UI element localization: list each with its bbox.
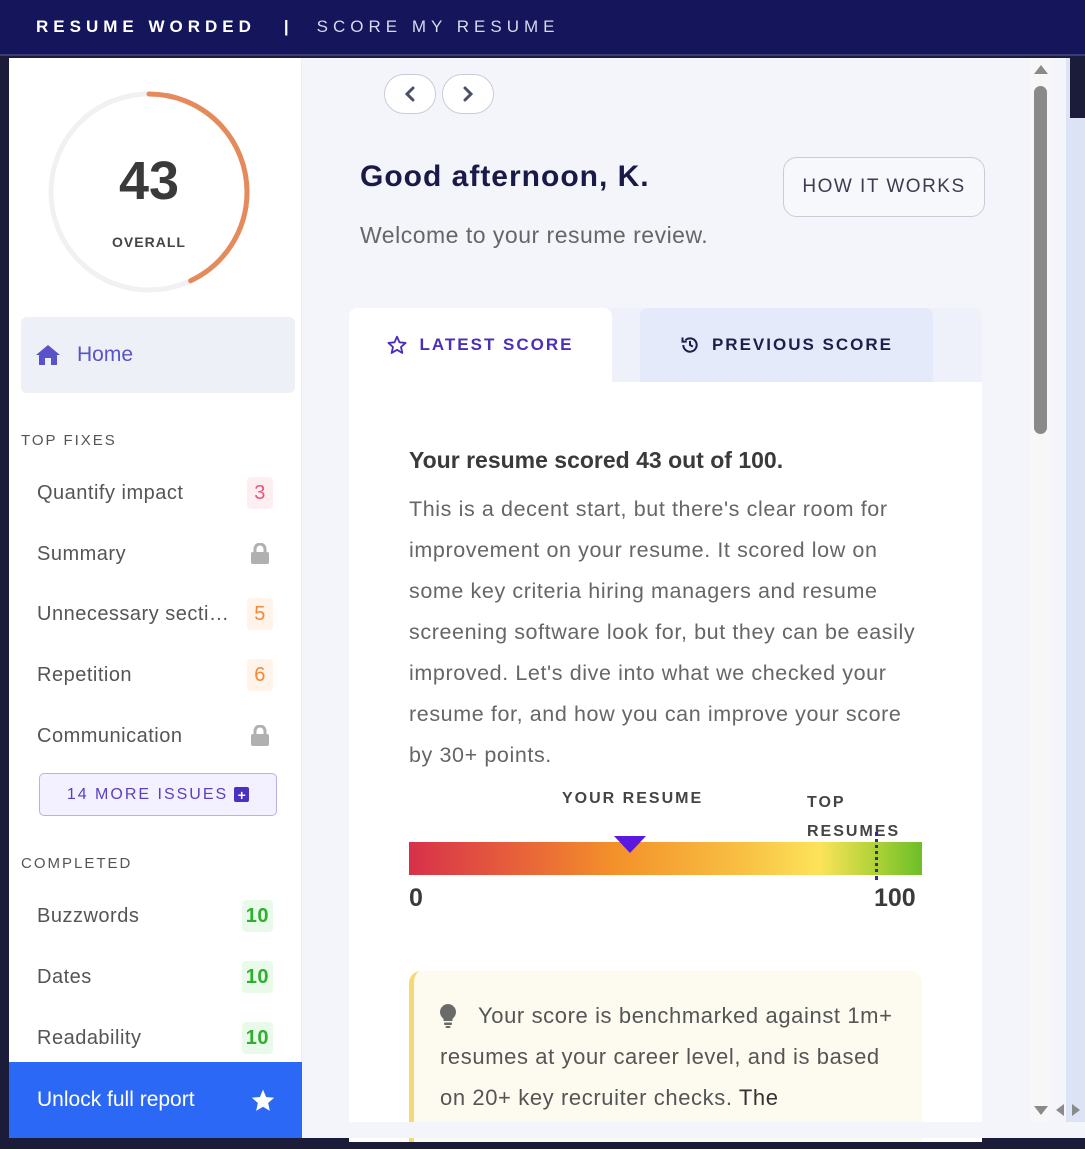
sidebar-item-quantify-impact[interactable]: Quantify impact 3 (37, 473, 273, 513)
unlock-full-report-button[interactable]: Unlock full report (9, 1062, 302, 1138)
top-resumes-marker (874, 832, 878, 880)
top-fixes-heading: TOP FIXES (21, 432, 117, 449)
sidebar-item-label: Repetition (37, 663, 133, 686)
score-badge: 10 (241, 900, 273, 932)
chevron-right-icon (463, 86, 474, 102)
greeting-heading: Good afternoon, K. (360, 160, 650, 193)
welcome-text: Welcome to your resume review. (360, 222, 709, 248)
home-icon (36, 345, 60, 365)
tab-label: LATEST SCORE (419, 335, 574, 354)
sidebar-item-label: Communication (37, 724, 183, 747)
sidebar-item-dates[interactable]: Dates 10 (37, 957, 273, 997)
sidebar-item-label: Buzzwords (37, 904, 140, 927)
scroll-right-arrow[interactable] (1072, 1104, 1080, 1116)
lock-icon (247, 538, 273, 570)
plus-icon: + (234, 787, 250, 802)
sidebar-item-readability[interactable]: Readability 10 (37, 1018, 273, 1058)
app-header: RESUME WORDED | SCORE MY RESUME (0, 0, 1085, 56)
issue-count-badge: 6 (247, 659, 273, 691)
header-section-title: SCORE MY RESUME (316, 17, 560, 36)
score-gauge-bar (409, 842, 922, 875)
lock-icon (247, 720, 273, 752)
sidebar-item-label: Readability (37, 1026, 142, 1049)
chevron-left-icon (404, 86, 415, 102)
horizontal-scroll-area (302, 1122, 1085, 1138)
result-description: This is a decent start, but there's clea… (409, 497, 916, 767)
overall-score-label: OVERALL (112, 234, 186, 250)
unlock-label: Unlock full report (37, 1088, 195, 1111)
scroll-down-arrow[interactable] (1034, 1106, 1048, 1115)
sidebar-item-label: Unnecessary sections (37, 602, 239, 625)
overall-score-value: 43 (118, 151, 180, 211)
benchmark-tip-box (409, 971, 922, 1142)
sidebar-item-repetition[interactable]: Repetition 6 (37, 655, 273, 695)
sidebar-item-label: Dates (37, 965, 92, 988)
gauge-max-label: 100 (874, 884, 916, 912)
how-it-works-button[interactable]: HOW IT WORKS (783, 157, 985, 217)
scroll-up-arrow[interactable] (1034, 65, 1048, 74)
top-resumes-label-line2: RESUMES (807, 823, 901, 840)
issue-count-badge: 5 (247, 598, 273, 630)
star-icon (251, 1089, 275, 1111)
next-nav-button[interactable] (442, 74, 494, 114)
top-resumes-label-line1: TOP (807, 794, 846, 811)
header-separator: | (283, 17, 289, 36)
issue-count-badge: 3 (247, 477, 273, 509)
more-issues-button[interactable]: 14 MORE ISSUES + (39, 773, 277, 816)
window-edge (1066, 58, 1085, 1138)
previous-nav-button[interactable] (384, 74, 436, 114)
brand-logo-text[interactable]: RESUME WORDED (36, 17, 256, 36)
your-score-marker (613, 836, 646, 853)
tip-text-continued: The (738, 1085, 779, 1110)
result-title: Your resume scored 43 out of 100. (409, 447, 784, 473)
score-badge: 10 (241, 961, 273, 993)
your-resume-label: YOUR RESUME (562, 790, 704, 807)
sidebar-item-label: Home (77, 343, 134, 366)
sidebar-item-communication[interactable]: Communication (37, 716, 273, 756)
sidebar-item-home[interactable]: Home (21, 317, 295, 393)
tip-text-part: Your score is benchmarked against 1m+ re… (440, 1003, 893, 1110)
lightbulb-icon (440, 1004, 456, 1028)
sidebar: 43 OVERALL Home TOP FIXES Quantify impac… (9, 58, 302, 1138)
score-badge: 10 (241, 1022, 273, 1054)
benchmark-tip-text: Your score is benchmarked against 1m+ re… (440, 995, 900, 1118)
history-icon (681, 337, 698, 353)
sidebar-item-unnecessary-sections[interactable]: Unnecessary sections 5 (37, 594, 273, 634)
tab-previous-score[interactable]: PREVIOUS SCORE (640, 308, 933, 382)
star-outline-icon (387, 335, 407, 354)
sidebar-item-buzzwords[interactable]: Buzzwords 10 (37, 896, 273, 936)
completed-heading: COMPLETED (21, 855, 133, 872)
sidebar-item-summary[interactable]: Summary (37, 534, 273, 574)
gauge-min-label: 0 (409, 884, 423, 912)
scrollbar-thumb[interactable] (1034, 86, 1047, 434)
score-ring (48, 91, 250, 293)
tab-latest-score[interactable]: LATEST SCORE (349, 308, 612, 382)
scroll-left-arrow[interactable] (1056, 1104, 1064, 1116)
sidebar-item-label: Summary (37, 542, 127, 565)
sidebar-item-label: Quantify impact (37, 481, 184, 504)
more-issues-label: 14 MORE ISSUES (66, 785, 229, 803)
tab-label: PREVIOUS SCORE (711, 335, 894, 354)
